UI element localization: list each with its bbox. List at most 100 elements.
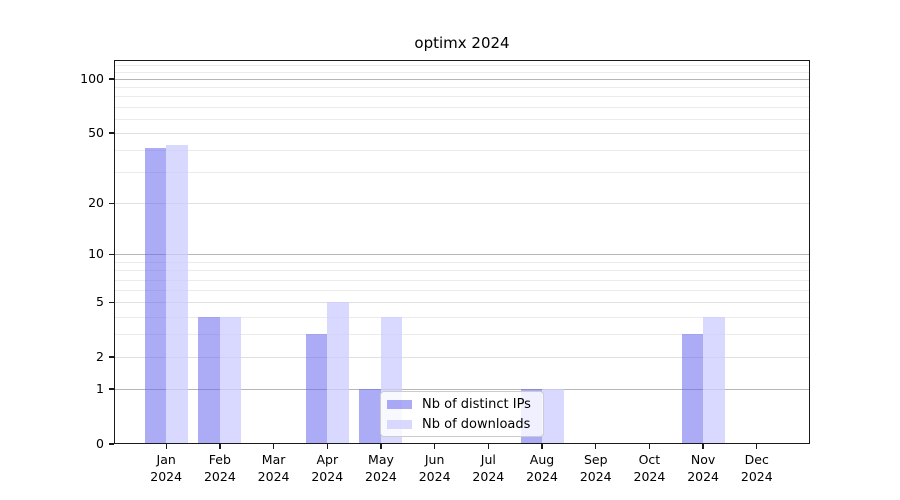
y-tick-mark: [109, 78, 114, 80]
x-tick-year: 2024: [257, 469, 290, 484]
y-tick-mark: [109, 443, 114, 445]
minor-gridline: [114, 172, 810, 174]
x-tick-month: Feb: [208, 452, 231, 467]
minor-gridline: [114, 316, 810, 318]
x-tick-label: Nov 2024: [675, 451, 731, 485]
x-tick-mark: [595, 444, 597, 449]
minor-gridline: [114, 71, 810, 73]
gridline: [114, 357, 810, 359]
gridline: [114, 302, 810, 304]
bar-distinct-ips: [681, 334, 704, 444]
x-tick-year: 2024: [740, 469, 773, 484]
y-tick-mark: [109, 132, 114, 134]
y-tick-mark: [109, 202, 114, 204]
x-tick-year: 2024: [311, 469, 344, 484]
y-tick-label: 20: [88, 195, 104, 211]
legend-entry-distinct-ips: Nb of distinct IPs: [387, 394, 535, 414]
x-tick-month: Oct: [638, 452, 661, 467]
y-tick-label: 2: [96, 349, 104, 365]
x-tick-mark: [272, 444, 275, 449]
x-tick-month: Jul: [480, 452, 496, 467]
y-tick-mark: [109, 253, 114, 256]
x-tick-month: Jan: [156, 452, 176, 467]
x-tick-mark: [219, 444, 221, 449]
minor-gridline: [114, 270, 810, 272]
y-tick-label: 1: [96, 381, 104, 397]
minor-gridline: [114, 96, 810, 98]
minor-gridline: [114, 87, 810, 89]
bar-downloads: [219, 316, 242, 444]
x-tick-label: Jul 2024: [460, 451, 516, 485]
legend: Nb of distinct IPs Nb of downloads: [380, 391, 544, 437]
x-tick-month: Jun: [424, 452, 445, 467]
bar-distinct-ips: [305, 334, 328, 444]
plot-area: Nb of distinct IPs Nb of downloads: [114, 60, 810, 444]
x-tick-label: Apr 2024: [299, 451, 355, 485]
bar-downloads: [327, 302, 349, 444]
decade-gridline: [114, 254, 810, 256]
minor-gridline: [114, 279, 810, 281]
minor-gridline: [114, 118, 810, 120]
bar-distinct-ips: [144, 148, 167, 444]
legend-label-distinct-ips: Nb of distinct IPs: [422, 396, 531, 412]
minor-gridline: [114, 261, 810, 263]
minor-gridline: [114, 64, 810, 66]
x-tick-year: 2024: [418, 469, 451, 484]
x-tick-mark: [326, 444, 328, 449]
x-tick-year: 2024: [526, 469, 558, 484]
y-tick-label: 0: [96, 436, 104, 451]
gridlines-layer: [114, 60, 810, 444]
x-tick-year: 2024: [365, 469, 397, 484]
x-tick-month: Apr: [316, 452, 339, 467]
x-tick-mark: [541, 444, 543, 449]
x-tick-month: Nov: [690, 452, 716, 467]
x-tick-year: 2024: [633, 469, 666, 484]
x-tick-month: May: [368, 452, 394, 467]
y-tick-mark: [109, 301, 114, 303]
x-tick-label: Oct 2024: [621, 451, 677, 485]
x-tick-mark: [380, 444, 382, 449]
bar-distinct-ips: [198, 316, 220, 444]
x-tick-label: Dec 2024: [729, 451, 785, 485]
minor-gridline: [114, 334, 810, 336]
x-tick-month: Aug: [529, 452, 555, 467]
x-tick-label: Aug 2024: [514, 451, 570, 485]
x-tick-year: 2024: [472, 469, 505, 484]
bar-downloads: [703, 316, 725, 444]
decade-gridline: [114, 79, 810, 80]
legend-swatch-distinct-ips-icon: [387, 399, 412, 409]
x-tick-mark: [756, 444, 758, 449]
x-tick-label: Jan 2024: [138, 451, 194, 485]
chart-title: optimx 2024: [414, 34, 510, 52]
legend-label-downloads: Nb of downloads: [422, 416, 531, 432]
gridline: [114, 203, 810, 205]
x-tick-mark: [648, 444, 651, 449]
gridline: [114, 133, 810, 135]
x-tick-year: 2024: [150, 469, 183, 484]
y-tick-label: 10: [88, 246, 104, 262]
x-tick-label: Jun 2024: [407, 451, 463, 485]
bar-distinct-ips: [359, 389, 381, 444]
x-tick-month: Dec: [744, 452, 769, 467]
bars-layer: [114, 60, 810, 444]
minor-gridline: [114, 290, 810, 292]
x-tick-mark: [487, 444, 490, 449]
x-tick-year: 2024: [579, 469, 612, 484]
x-tick-year: 2024: [687, 469, 719, 484]
x-tick-year: 2024: [203, 469, 236, 484]
bar-downloads: [166, 144, 188, 444]
x-tick-mark: [165, 444, 167, 449]
minor-gridline: [114, 106, 810, 108]
x-tick-mark: [702, 444, 704, 449]
y-tick-label: 5: [96, 294, 104, 310]
x-tick-label: Sep 2024: [568, 451, 624, 485]
minor-gridline: [114, 150, 810, 152]
y-tick-mark: [109, 356, 114, 358]
bar-downloads: [542, 389, 564, 444]
x-tick-label: Feb 2024: [192, 451, 248, 485]
legend-entry-downloads: Nb of downloads: [387, 414, 535, 434]
legend-swatch-downloads-icon: [387, 419, 412, 429]
y-tick-mark: [109, 388, 114, 390]
x-tick-label: Mar 2024: [246, 451, 302, 485]
